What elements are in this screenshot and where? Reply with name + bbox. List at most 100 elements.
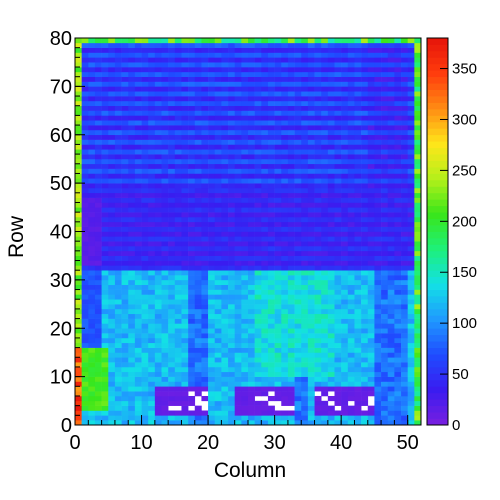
heatmap-cell xyxy=(88,362,96,368)
heatmap-cell xyxy=(414,352,422,358)
heatmap-cell xyxy=(334,216,342,223)
heatmap-cell xyxy=(274,110,282,116)
heatmap-cell xyxy=(394,197,402,203)
heatmap-cell xyxy=(261,347,269,353)
heatmap-cell xyxy=(234,357,242,363)
heatmap-cell xyxy=(347,178,355,184)
heatmap-cell xyxy=(161,105,169,111)
heatmap-cell xyxy=(354,250,362,256)
heatmap-cell xyxy=(194,154,202,160)
heatmap-cell xyxy=(248,47,255,53)
heatmap-cell xyxy=(234,333,242,339)
heatmap-cell xyxy=(208,221,216,227)
heatmap-cell xyxy=(128,67,136,73)
heatmap-cell xyxy=(394,284,402,290)
heatmap-cell xyxy=(347,391,355,397)
heatmap-cell xyxy=(121,362,129,368)
heatmap-cell xyxy=(414,216,422,223)
heatmap-cell xyxy=(108,391,116,397)
heatmap-cell xyxy=(88,173,96,179)
heatmap-cell xyxy=(334,52,342,58)
heatmap-cell xyxy=(214,231,222,237)
heatmap-cell xyxy=(168,81,176,87)
heatmap-cell xyxy=(81,323,89,329)
heatmap-cell xyxy=(327,313,335,319)
heatmap-cell xyxy=(94,173,102,179)
heatmap-cell xyxy=(394,275,402,281)
heatmap-cell xyxy=(141,96,149,102)
heatmap-cell xyxy=(327,163,335,169)
heatmap-cell xyxy=(208,260,216,266)
heatmap-cell xyxy=(201,163,209,169)
heatmap-cell xyxy=(394,241,402,247)
heatmap-cell xyxy=(327,347,335,353)
heatmap-cell xyxy=(194,362,202,368)
heatmap-cell xyxy=(154,337,162,344)
heatmap-cell xyxy=(108,192,116,198)
heatmap-cell xyxy=(148,366,156,373)
heatmap-cell xyxy=(327,38,335,44)
heatmap-cell xyxy=(294,91,302,97)
heatmap-cell xyxy=(387,105,395,111)
heatmap-cell xyxy=(248,328,255,334)
heatmap-cell xyxy=(367,202,375,208)
heatmap-cell xyxy=(381,207,389,213)
heatmap-cell xyxy=(108,337,116,344)
heatmap-cell xyxy=(88,347,96,353)
heatmap-cell xyxy=(168,178,176,184)
heatmap-cell xyxy=(354,57,362,63)
heatmap-cell xyxy=(254,212,262,218)
heatmap-cell xyxy=(214,381,222,387)
heatmap-cell xyxy=(354,376,362,382)
heatmap-cell xyxy=(334,192,342,198)
heatmap-cell xyxy=(75,371,82,377)
heatmap-cell xyxy=(267,342,275,348)
heatmap-cell xyxy=(294,279,302,286)
heatmap-cell xyxy=(248,129,255,136)
heatmap-cell xyxy=(381,236,389,242)
heatmap-cell xyxy=(281,125,289,131)
heatmap-cell xyxy=(168,289,176,295)
heatmap-cell xyxy=(327,134,335,140)
heatmap-cell xyxy=(201,47,209,53)
heatmap-cell xyxy=(394,357,402,363)
heatmap-cell xyxy=(287,255,295,261)
heatmap-cell xyxy=(367,391,375,397)
heatmap-cell xyxy=(141,192,149,198)
heatmap-cell xyxy=(234,105,242,111)
heatmap-cell xyxy=(314,400,322,406)
heatmap-cell xyxy=(81,342,89,348)
palette-band xyxy=(427,386,448,394)
heatmap-cell xyxy=(281,289,289,295)
heatmap-cell xyxy=(248,96,255,102)
heatmap-cell xyxy=(75,115,82,121)
heatmap-cell xyxy=(374,139,382,145)
heatmap-cell xyxy=(361,120,369,126)
heatmap-cell xyxy=(141,371,149,377)
heatmap-cell xyxy=(228,57,235,63)
heatmap-cell xyxy=(267,110,275,116)
heatmap-cell xyxy=(347,284,355,290)
heatmap-cell xyxy=(387,125,395,131)
palette-band xyxy=(427,63,448,71)
heatmap-cell xyxy=(174,260,182,266)
heatmap-cell xyxy=(341,231,349,237)
heatmap-cell xyxy=(121,352,129,358)
heatmap-cell xyxy=(75,279,82,286)
heatmap-cell xyxy=(301,313,309,319)
heatmap-cell xyxy=(94,313,102,319)
x-tick-label: 20 xyxy=(197,432,219,454)
heatmap-cell xyxy=(314,304,322,310)
heatmap-cell xyxy=(234,366,242,373)
heatmap-cell xyxy=(414,410,422,416)
heatmap-cell xyxy=(361,178,369,184)
heatmap-cell xyxy=(301,81,309,87)
heatmap-cell xyxy=(214,226,222,232)
heatmap-cell xyxy=(161,313,169,319)
heatmap-cell xyxy=(414,260,422,266)
heatmap-cell xyxy=(75,187,82,194)
heatmap-cell xyxy=(194,323,202,329)
heatmap-cell xyxy=(208,275,216,281)
heatmap-cell xyxy=(101,236,109,242)
heatmap-cell xyxy=(327,357,335,363)
